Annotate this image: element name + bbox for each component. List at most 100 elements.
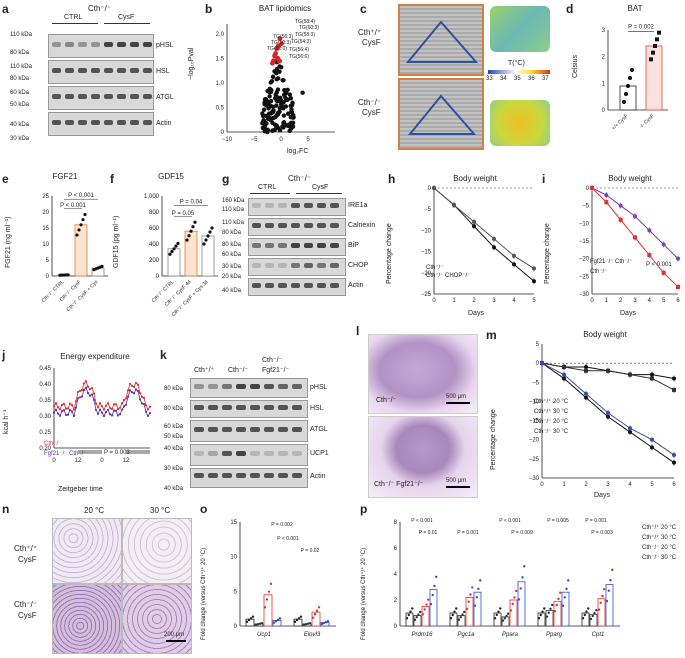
blot-band	[117, 120, 126, 125]
data-point	[512, 253, 516, 258]
data-point	[80, 395, 84, 398]
band-label: HSL	[310, 405, 324, 412]
blot-band	[291, 243, 300, 248]
blot-band	[264, 384, 274, 389]
data-point	[60, 410, 64, 413]
chart-title: FGF21	[52, 172, 78, 181]
data-point	[553, 609, 557, 613]
blot-band	[222, 384, 232, 389]
data-point	[110, 414, 114, 417]
data-point	[626, 84, 630, 88]
group-cysf: CysF	[312, 184, 329, 191]
data-point	[106, 408, 110, 411]
blot-band	[104, 120, 113, 125]
data-point	[618, 217, 623, 222]
y-tick-label: 0	[394, 624, 398, 630]
bar	[421, 606, 430, 627]
bar-chart-p: 0 2 4 6 8 Prdm16 Pgc1a Ppara Pparg Cpt1 P < 0.001 P…	[394, 518, 620, 638]
data-point	[70, 404, 74, 407]
x-tick-label: 4	[512, 298, 516, 304]
data-point	[495, 613, 498, 617]
data-point	[66, 413, 70, 416]
bar	[589, 613, 598, 627]
data-point	[457, 618, 461, 621]
gene-label: Prdm16	[411, 632, 433, 638]
x-tick-label: 12	[75, 458, 82, 464]
y-tick-label: 4	[394, 572, 398, 578]
data-point	[584, 364, 588, 369]
data-point	[593, 611, 596, 615]
significant-lipid-point	[274, 46, 280, 51]
annotation-label: TG(58:3)	[295, 32, 315, 38]
bar	[429, 589, 438, 627]
row-label: Cth⁻/⁻	[14, 600, 38, 609]
data-point	[189, 229, 193, 233]
panel-label-c: c	[360, 2, 367, 16]
data-point	[140, 402, 144, 405]
data-point	[313, 613, 317, 616]
row-label: Cth⁻/⁻	[358, 98, 382, 107]
genotype-label: Fgf21⁻/⁻	[262, 367, 290, 374]
data-point	[94, 408, 98, 412]
data-point	[88, 394, 92, 397]
lipid-point	[279, 103, 284, 109]
data-point	[102, 414, 106, 418]
data-point	[108, 413, 112, 416]
data-point	[62, 402, 66, 405]
y-tick-label: 0	[156, 274, 160, 280]
data-point	[204, 238, 208, 242]
column-label: 20 °C	[84, 506, 105, 515]
data-point	[415, 615, 418, 619]
data-point	[519, 587, 522, 590]
y-tick-label: 15	[42, 226, 49, 232]
data-point	[650, 372, 654, 377]
data-point	[584, 391, 588, 396]
blot-band	[292, 473, 302, 478]
data-point	[611, 568, 614, 572]
data-point	[532, 279, 536, 284]
data-point	[565, 587, 568, 591]
data-point	[98, 402, 102, 405]
scale-bar-label: 500 μm	[446, 394, 467, 400]
data-point	[467, 600, 470, 603]
data-point	[122, 398, 126, 402]
data-point	[54, 402, 58, 405]
series-line	[433, 187, 535, 269]
blot-band	[304, 283, 313, 288]
kda-label: 80 kDa	[10, 50, 30, 56]
data-point	[651, 50, 655, 55]
y-tick-label: −20	[421, 271, 432, 277]
data-point	[661, 270, 666, 275]
kda-label: 80 kDa	[10, 76, 30, 82]
p-value: P = 0.002	[628, 24, 654, 30]
data-point	[465, 607, 469, 611]
data-point	[545, 615, 549, 618]
lipid-point	[272, 96, 278, 101]
data-point	[419, 610, 422, 614]
y-tick-label: 0.45	[39, 366, 51, 372]
x-tick-label: Cth⁻/⁻ CysF + Cys	[66, 279, 100, 313]
panel-label-j: j	[2, 348, 6, 362]
data-point	[557, 597, 560, 601]
data-point	[120, 402, 124, 405]
data-point	[66, 273, 70, 277]
data-point	[70, 410, 74, 413]
kda-label: 80 kDa	[222, 230, 242, 236]
legend-entry: Cth⁻/⁻	[426, 265, 444, 271]
data-point	[202, 242, 206, 246]
x-tick-label: 3	[492, 298, 496, 304]
y-tick-label: 0.35	[39, 398, 51, 404]
blot-band	[292, 451, 302, 456]
blot-band	[304, 203, 313, 208]
blot-band	[264, 473, 274, 478]
data-point	[144, 404, 148, 407]
p-value: P = 0.05	[172, 211, 195, 217]
chart-title: BAT lipidomics	[258, 4, 312, 13]
data-point	[581, 617, 585, 620]
data-point	[114, 409, 118, 412]
scale-tick: 37	[542, 76, 549, 82]
y-tick-label: 0	[428, 186, 432, 192]
data-point	[647, 228, 652, 233]
data-point	[104, 404, 108, 407]
blot-ucp1	[190, 444, 308, 466]
